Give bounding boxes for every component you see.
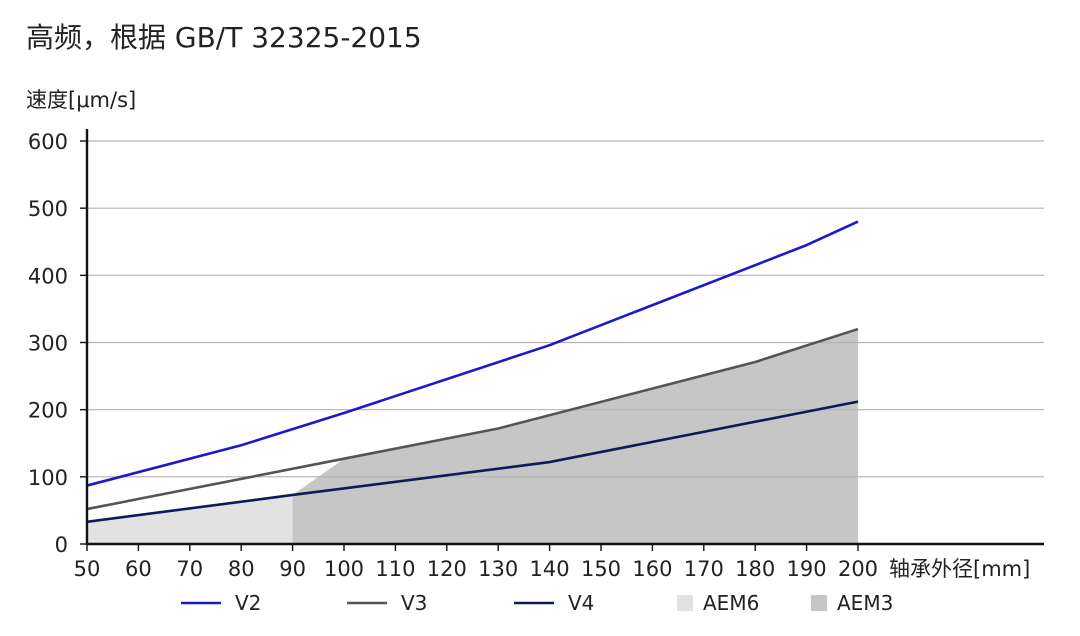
legend-label-aem3: AEM3 [837, 591, 893, 615]
x-tick-label-130: 130 [478, 557, 518, 581]
x-tick-label-150: 150 [581, 557, 621, 581]
series-line-v3 [86, 327, 859, 511]
x-tick-label-110: 110 [375, 557, 415, 581]
y-tick-label-300: 300 [28, 332, 68, 356]
x-tick-label-120: 120 [427, 557, 467, 581]
x-tick-label-70: 70 [176, 557, 203, 581]
x-tick-label-160: 160 [632, 557, 672, 581]
legend-swatch-aem6 [677, 595, 693, 611]
legend-label-v2: V2 [235, 591, 261, 615]
legend-swatch-aem3 [811, 595, 827, 611]
legend-label-v4: V4 [568, 591, 594, 615]
y-tick-label-600: 600 [28, 130, 68, 154]
legend-label-aem6: AEM6 [703, 591, 759, 615]
x-tick-label-200: 200 [838, 557, 878, 581]
y-axis-label: 速度[μm/s] [26, 88, 137, 112]
legend: V2 V3 V4 AEM6 AEM3 [181, 591, 893, 615]
axes-layer [80, 129, 1044, 551]
series-line-v2 [86, 220, 859, 487]
y-tick-label-400: 400 [28, 264, 68, 288]
grid-layer [87, 140, 1044, 478]
x-tick-label-80: 80 [228, 557, 255, 581]
y-tick-label-0: 0 [55, 533, 68, 557]
y-tick-label-100: 100 [28, 466, 68, 490]
legend-label-v3: V3 [401, 591, 427, 615]
area-layer [87, 329, 859, 544]
x-tick-label-140: 140 [530, 557, 570, 581]
x-tick-label-90: 90 [279, 557, 306, 581]
line-layer [86, 220, 859, 524]
tick-label-layer: 50 60 70 80 90 100 110 120 130 140 150 160 170 180 190… [28, 130, 878, 581]
x-tick-label-170: 170 [684, 557, 724, 581]
x-axis-label: 轴承外径[mm] [889, 557, 1030, 581]
x-tick-label-190: 190 [787, 557, 827, 581]
area-aem6 [87, 494, 293, 544]
x-tick-label-180: 180 [735, 557, 775, 581]
x-tick-label-100: 100 [324, 557, 364, 581]
series-line-v4 [86, 400, 859, 524]
x-tick-label-60: 60 [125, 557, 152, 581]
chart-title: 高频，根据 GB/T 32325-2015 [26, 21, 422, 54]
y-tick-label-500: 500 [28, 197, 68, 221]
y-tick-label-200: 200 [28, 399, 68, 423]
area-aem3 [292, 329, 859, 544]
x-tick-label-50: 50 [74, 557, 101, 581]
